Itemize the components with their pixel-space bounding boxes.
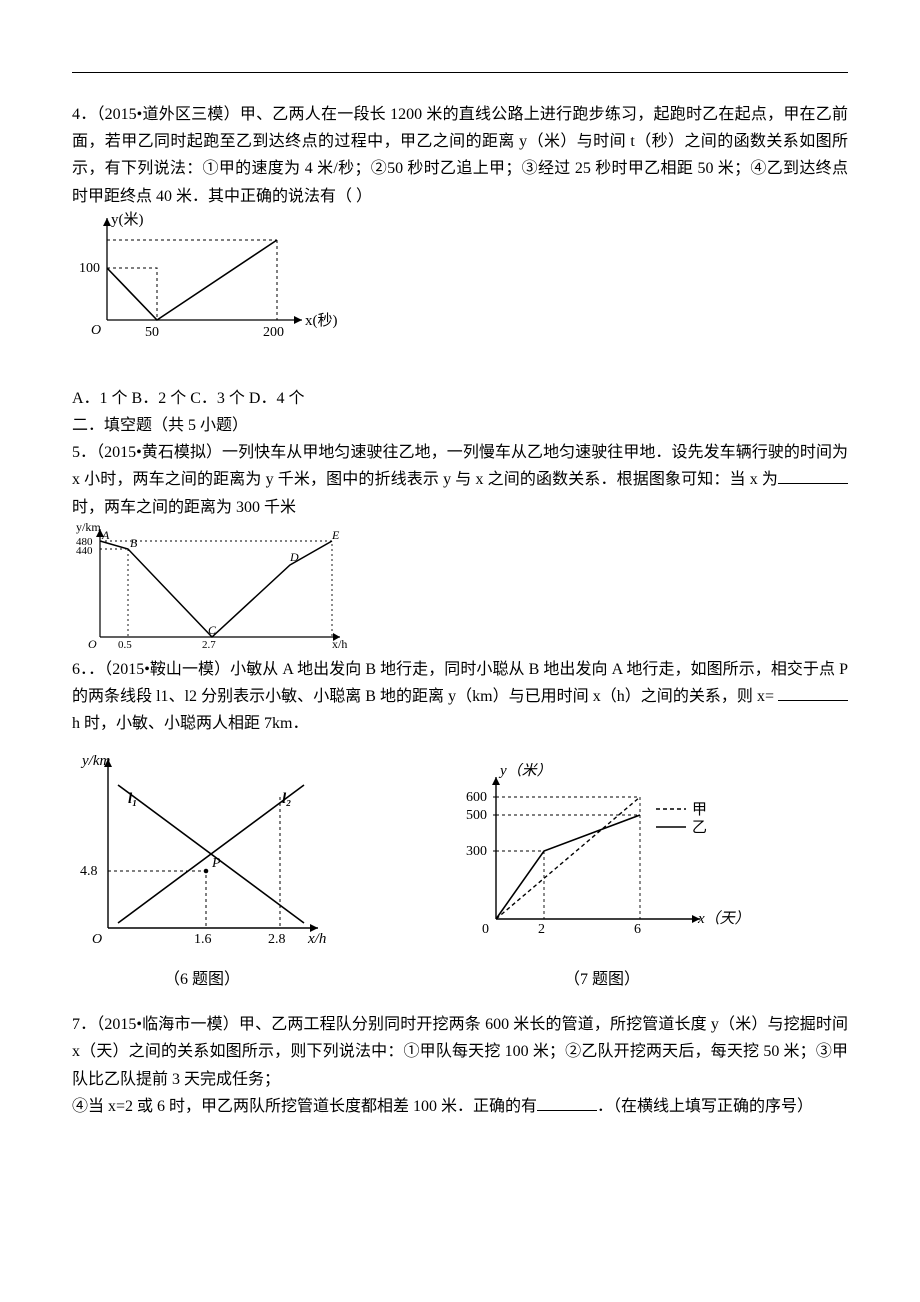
q7-chart: 甲 乙 600 500 300 0 2 6 y（米） x（天） <box>452 763 752 958</box>
q5-E: E <box>331 528 340 542</box>
q5-chart: 480 440 O 0.5 2.7 y/km x/h A B C D E <box>72 521 848 656</box>
q7-legend-jia: 甲 <box>692 802 707 818</box>
q5-xtick-27: 2.7 <box>202 639 216 651</box>
q5-xtick-05: 0.5 <box>118 639 132 651</box>
q4-xtick-50: 50 <box>145 325 159 340</box>
q4-ylabel: y(米) <box>111 211 144 228</box>
q6-chart-block: 4.8 1.6 2.8 O y/km x/h l₁ l₂ P （6 题图） <box>72 743 332 989</box>
q4-xtick-200: 200 <box>263 325 284 340</box>
q6-blank <box>778 684 848 701</box>
q5-text-post: 时，两车之间的距离为 300 千米 <box>72 499 296 516</box>
q7-xtick-6: 6 <box>634 922 641 937</box>
q6-xtick-16: 1.6 <box>194 932 212 947</box>
q5-A: A <box>101 528 110 542</box>
q5-ylabel: y/km <box>76 521 101 534</box>
q5-ytick-440: 440 <box>76 545 93 557</box>
q6-text-pre: 6．．（2015•鞍山一模）小敏从 A 地出发向 B 地行走，同时小聪从 B 地… <box>72 661 848 705</box>
q6-xlabel: x/h <box>307 931 326 947</box>
q7-xlabel: x（天） <box>697 910 750 927</box>
q5-xlabel: x/h <box>332 637 347 651</box>
q7-ytick-500: 500 <box>466 808 487 823</box>
q7-line4-post: ．（在横线上填写正确的序号） <box>597 1098 813 1115</box>
q6-ytick-48: 4.8 <box>80 864 98 879</box>
top-rule <box>72 72 848 73</box>
q4-origin: O <box>91 323 101 338</box>
q6-chart: 4.8 1.6 2.8 O y/km x/h l₁ l₂ P <box>72 743 332 958</box>
q4-ytick-100: 100 <box>79 261 100 276</box>
q7-legend-yi: 乙 <box>692 820 707 836</box>
q7-ylabel: y（米） <box>498 763 552 779</box>
q4-xlabel: x(秒) <box>305 312 338 329</box>
q6-xtick-28: 2.8 <box>268 932 286 947</box>
q7-line4-pre: ④当 x=2 或 6 时，甲乙两队所挖管道长度都相差 100 米．正确的有 <box>72 1098 537 1115</box>
q5-blank <box>778 467 848 484</box>
q6-ylabel: y/km <box>80 753 110 769</box>
q6-P: P <box>211 856 221 871</box>
q7-caption: （7 题图） <box>452 965 752 989</box>
q7-xtick-2: 2 <box>538 922 545 937</box>
q7-ytick-600: 600 <box>466 790 487 805</box>
q4-options: A．1 个 B．2 个 C．3 个 D．4 个 <box>72 385 848 412</box>
q6-origin: O <box>92 932 102 947</box>
q7-origin: 0 <box>482 922 489 937</box>
q7-blank <box>537 1094 597 1111</box>
q7-chart-block: 甲 乙 600 500 300 0 2 6 y（米） x（天） （7 题图） <box>452 763 752 989</box>
q5-D: D <box>289 550 299 564</box>
q7-ytick-300: 300 <box>466 844 487 859</box>
q5-origin: O <box>88 637 97 651</box>
section2-heading: 二．填空题（共 5 小题） <box>72 412 848 439</box>
q5-text-pre: 5．（2015•黄石模拟）一列快车从甲地匀速驶往乙地，一列慢车从乙地匀速驶往甲地… <box>72 444 848 488</box>
q6-caption: （6 题图） <box>72 965 332 989</box>
q5-B: B <box>130 536 138 550</box>
q7-intro: 7．（2015•临海市一模）甲、乙两工程队分别同时开挖两条 600 米长的管道，… <box>72 1011 848 1093</box>
q6-text-post: h 时，小敏、小聪两人相距 7km． <box>72 715 308 732</box>
q6-text: 6．．（2015•鞍山一模）小敏从 A 地出发向 B 地行走，同时小聪从 B 地… <box>72 656 848 738</box>
q6-l1: l₁ <box>128 791 137 807</box>
q4-chart: 100 50 200 O y(米) x(秒) <box>72 210 848 385</box>
q7-line4: ④当 x=2 或 6 时，甲乙两队所挖管道长度都相差 100 米．正确的有 ．（在… <box>72 1093 848 1120</box>
q5-text: 5．（2015•黄石模拟）一列快车从甲地匀速驶往乙地，一列慢车从乙地匀速驶往甲地… <box>72 439 848 521</box>
q6-l2: l₂ <box>282 791 291 807</box>
q5-C: C <box>208 623 217 637</box>
q4-text: 4．（2015•道外区三模）甲、乙两人在一段长 1200 米的直线公路上进行跑步… <box>72 101 848 210</box>
